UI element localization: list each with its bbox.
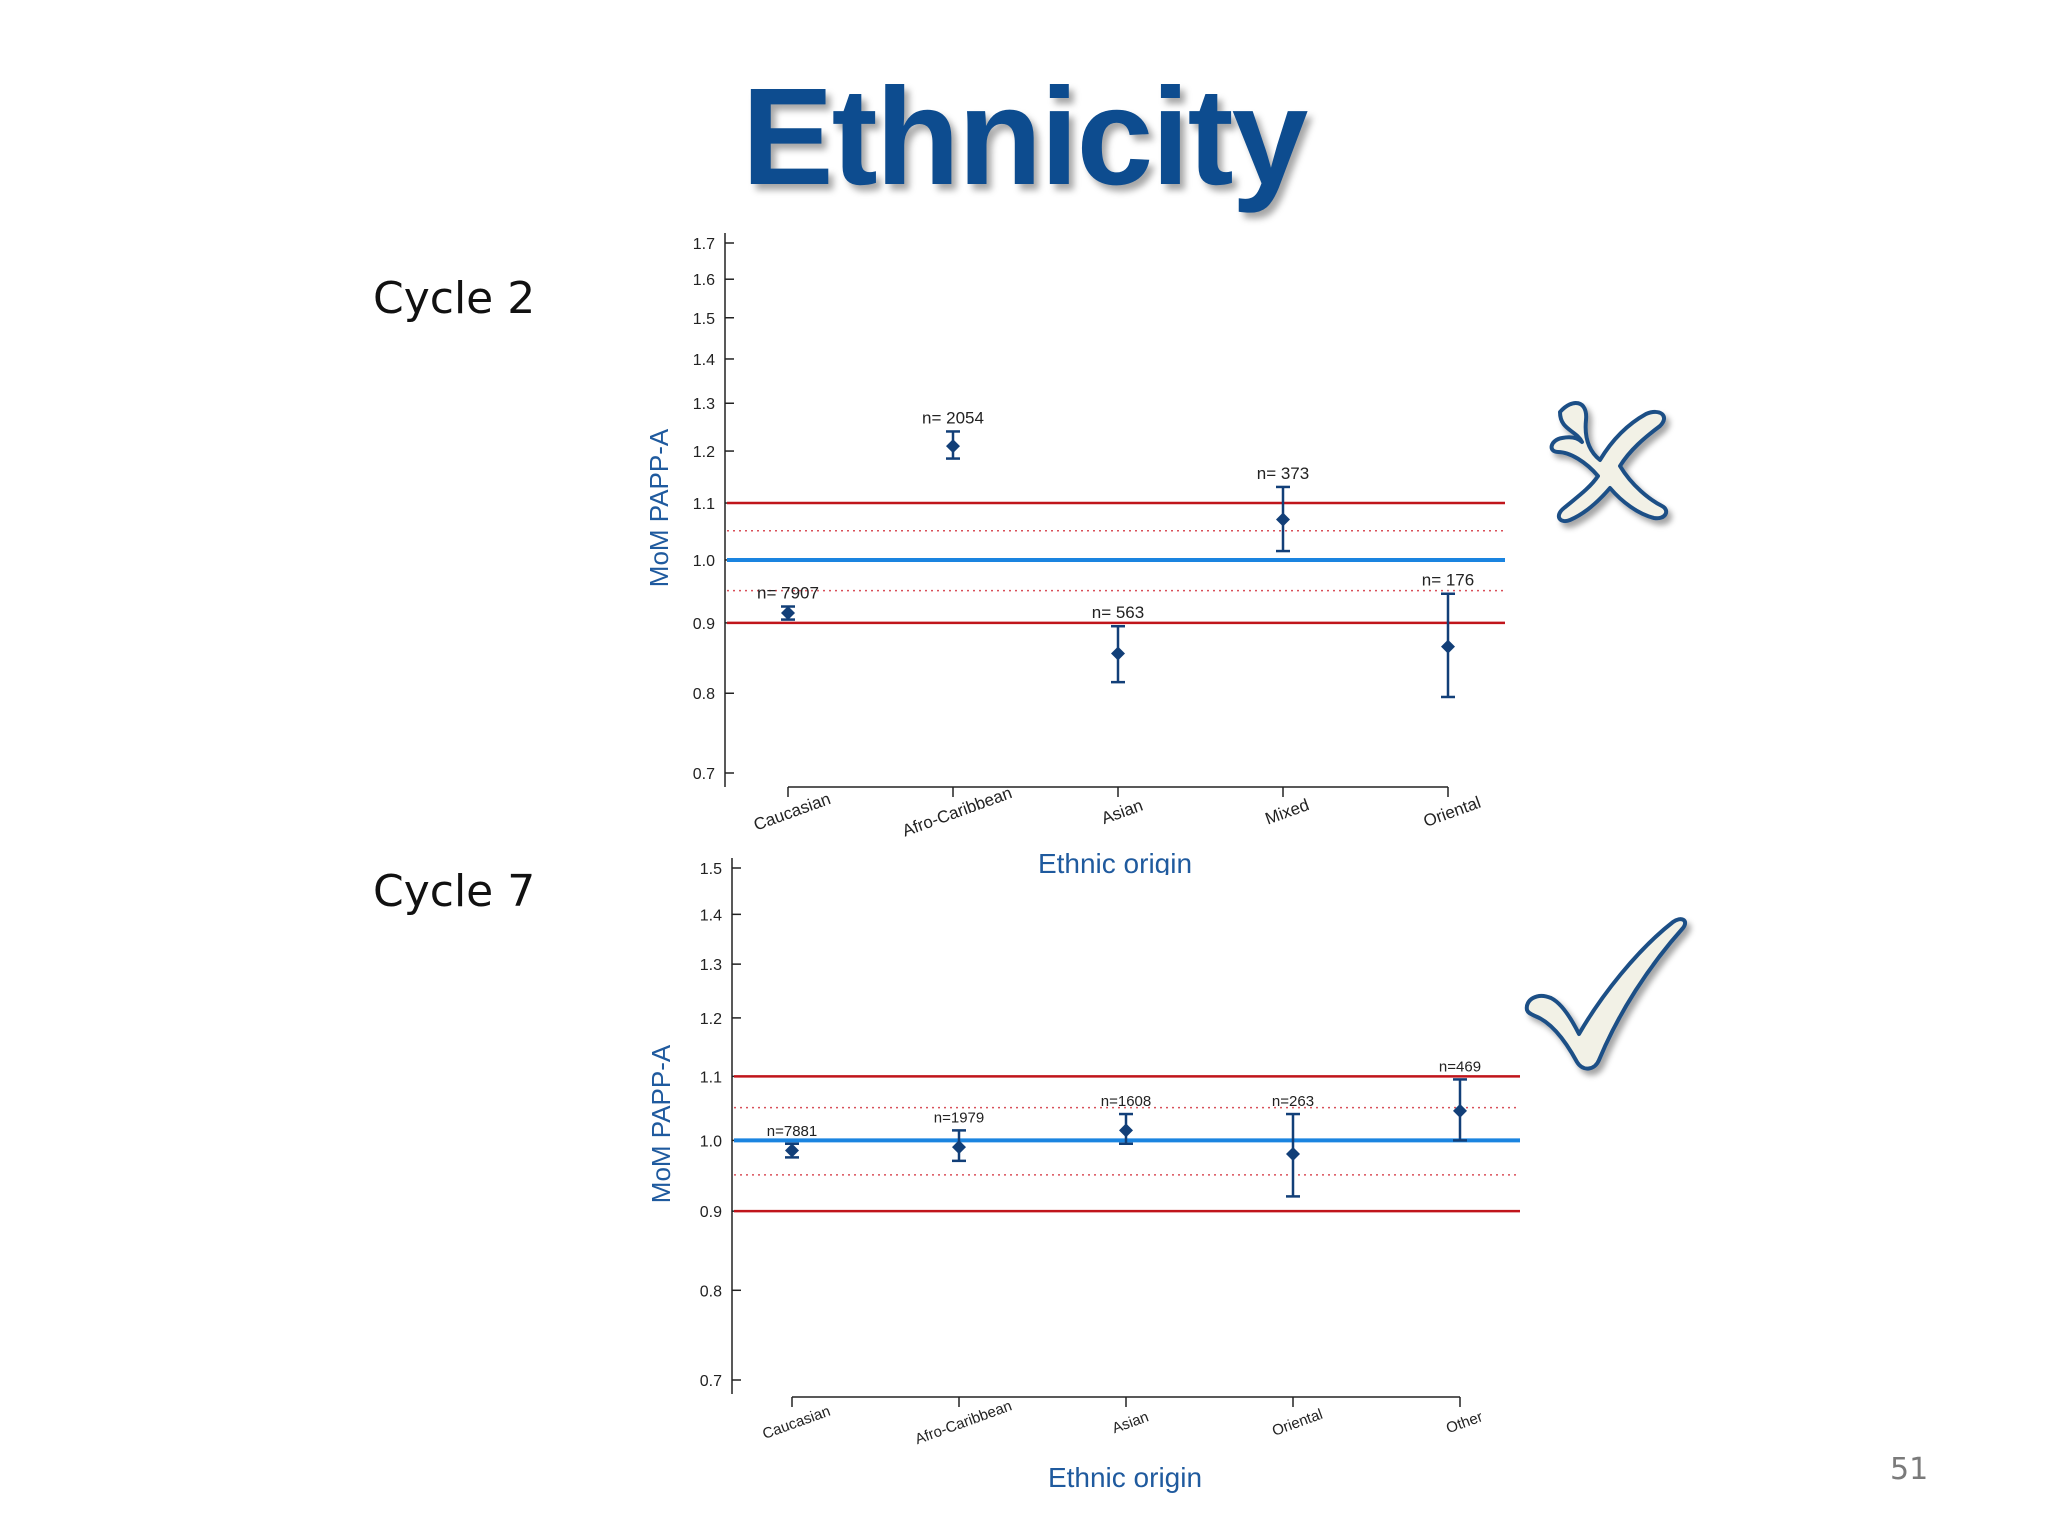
data-point-marker (1119, 1123, 1133, 1138)
x-tick-label: Caucasian (760, 1403, 832, 1443)
y-tick-label: 1.0 (693, 553, 715, 570)
sample-size-label: n=1979 (934, 1109, 984, 1126)
x-tick-label: Afro-Caribbean (913, 1397, 1014, 1448)
sample-size-label: n= 7907 (757, 584, 819, 603)
y-tick-label: 1.3 (700, 957, 722, 974)
data-point-marker (952, 1140, 966, 1155)
x-tick-label: Asian (1099, 796, 1145, 828)
y-tick-label: 0.8 (700, 1283, 722, 1300)
data-point-marker (781, 606, 795, 621)
x-axis-title: Ethnic origin (1038, 848, 1192, 875)
y-axis-title: MoM PAPP-A (644, 428, 674, 587)
sample-size-label: n= 2054 (922, 408, 984, 427)
cycle-2-label: Cycle 2 (373, 273, 536, 324)
x-tick-label: Afro-Caribbean (900, 783, 1015, 840)
sample-size-label: n= 176 (1422, 571, 1474, 590)
sample-size-label: n=7881 (767, 1123, 817, 1140)
y-tick-label: 1.1 (693, 496, 715, 513)
slide-title: Ethnicity (741, 60, 1309, 214)
y-tick-label: 1.2 (700, 1011, 722, 1028)
sample-size-label: n=263 (1272, 1093, 1314, 1110)
data-point-marker (1453, 1103, 1467, 1118)
y-tick-label: 1.4 (693, 352, 715, 369)
y-tick-label: 1.2 (693, 444, 715, 461)
data-point-marker (1286, 1146, 1300, 1161)
y-tick-label: 1.5 (693, 311, 715, 328)
x-tick-label: Oriental (1421, 793, 1483, 831)
x-tick-label: Other (1444, 1408, 1485, 1437)
y-tick-label: 1.7 (693, 236, 715, 253)
x-axis-title: Ethnic origin (1048, 1462, 1202, 1493)
y-tick-label: 1.3 (693, 396, 715, 413)
x-tick-label: Mixed (1263, 795, 1312, 828)
y-tick-label: 1.6 (693, 272, 715, 289)
data-point-marker (1111, 646, 1125, 661)
data-point-marker (1276, 512, 1290, 527)
cycle-7-chart: 0.7 0.8 0.9 1.0 1.1 1.2 1.3 1.4 1.5 MoM PAPP-A Cau… (646, 858, 1520, 1493)
y-tick-label: 0.9 (693, 616, 715, 633)
sample-size-label: n= 373 (1257, 464, 1309, 483)
x-tick-label: Oriental (1270, 1406, 1325, 1440)
cross-mark-icon (1549, 401, 1669, 523)
data-point-marker (785, 1143, 799, 1158)
page-number: 51 (1890, 1452, 1929, 1487)
y-tick-label: 1.4 (700, 907, 722, 924)
y-tick-label: 0.8 (693, 686, 715, 703)
y-tick-label: 0.7 (700, 1373, 722, 1390)
check-mark-icon (1524, 917, 1688, 1071)
y-tick-label: 1.1 (700, 1069, 722, 1086)
x-tick-label: Caucasian (751, 789, 833, 834)
sample-size-label: n=1608 (1101, 1093, 1151, 1110)
y-tick-label: 1.5 (700, 861, 722, 878)
cycle-7-label: Cycle 7 (373, 866, 536, 917)
sample-size-label: n=469 (1439, 1058, 1481, 1075)
cycle-2-chart: 0.7 0.8 0.9 1.0 1.1 1.2 1.3 1.4 1.5 1.6 1.7 MoM PAP… (644, 233, 1505, 875)
data-point-marker (946, 439, 960, 454)
y-tick-label: 0.9 (700, 1204, 722, 1221)
data-point-marker (1441, 639, 1455, 654)
y-axis-title: MoM PAPP-A (646, 1044, 676, 1203)
x-tick-label: Asian (1110, 1408, 1151, 1437)
y-tick-label: 1.0 (700, 1133, 722, 1150)
sample-size-label: n= 563 (1092, 603, 1144, 622)
y-tick-label: 0.7 (693, 766, 715, 783)
